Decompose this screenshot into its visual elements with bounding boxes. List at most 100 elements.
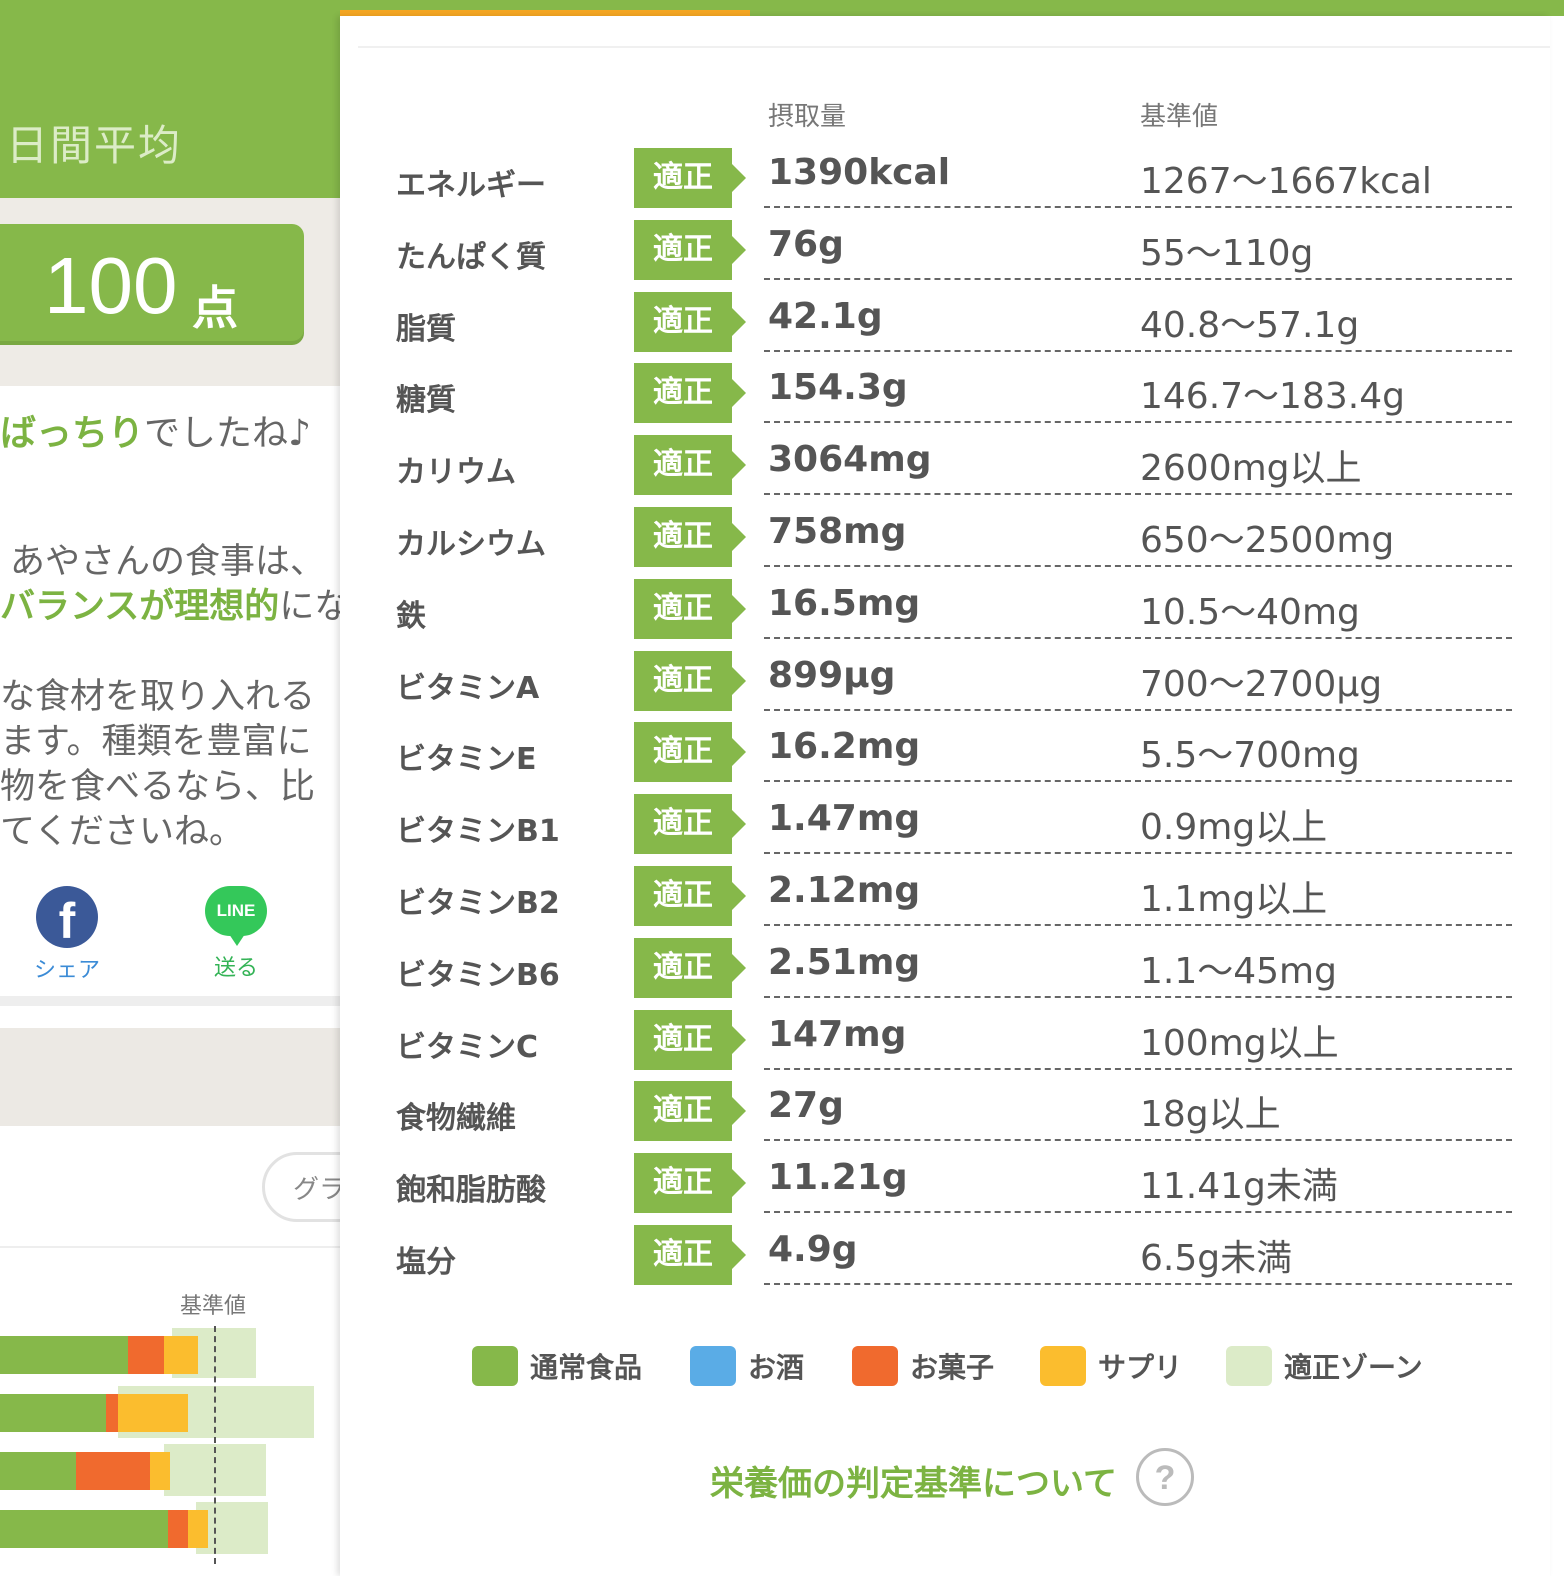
status-badge: 適正 xyxy=(634,722,746,783)
nutrient-name: ビタミンB6 xyxy=(396,957,560,993)
status-badge: 適正 xyxy=(634,219,746,280)
row-divider xyxy=(764,995,1512,998)
standard-line xyxy=(214,1326,216,1564)
status-badge: 適正 xyxy=(634,650,746,711)
section-divider xyxy=(0,996,345,1006)
standard-value: 18g以上 xyxy=(1140,1094,1281,1136)
facebook-share-label: シェア xyxy=(34,958,101,983)
advice-line-5: 物を食べるなら、比 xyxy=(0,767,316,807)
status-badge: 適正 xyxy=(634,1225,746,1285)
intake-value: 2.51mg xyxy=(768,941,921,983)
advice-highlight: バランスが理想的 xyxy=(0,587,280,627)
food-bar xyxy=(0,1510,168,1548)
sweets-bar xyxy=(128,1336,164,1374)
graph-toggle-button[interactable]: グラ xyxy=(262,1152,345,1222)
intake-value: 16.2mg xyxy=(768,726,921,768)
criteria-link[interactable]: 栄養価の判定基準について xyxy=(710,1464,1117,1504)
score-box xyxy=(0,224,304,341)
row-divider xyxy=(764,565,1512,567)
legend-swatch xyxy=(472,1346,518,1386)
status-badge: 適正 xyxy=(634,435,746,496)
intake-value: 1.47mg xyxy=(768,798,921,840)
status-badge: 適正 xyxy=(634,1153,746,1214)
standard-value: 146.7〜183.4g xyxy=(1140,376,1405,418)
intake-value: 16.5mg xyxy=(768,582,921,624)
standard-value: 6.5g未満 xyxy=(1140,1238,1293,1279)
card-top-bar xyxy=(340,0,1564,16)
row-divider xyxy=(764,1067,1512,1070)
row-divider xyxy=(764,493,1512,496)
legend-swatch xyxy=(852,1346,898,1386)
legend-swatch xyxy=(1040,1346,1086,1386)
row-divider xyxy=(764,277,1512,280)
legend-swatch xyxy=(1226,1346,1272,1386)
intake-column-header: 摂取量 xyxy=(768,102,847,132)
score-value: 100 xyxy=(44,241,178,330)
nutrient-name: たんぱく質 xyxy=(396,239,546,275)
intake-value: 2.12mg xyxy=(768,870,921,911)
legend-item: 通常食品 xyxy=(472,1346,642,1386)
advice-spacer xyxy=(0,630,345,675)
row-divider xyxy=(764,1283,1512,1285)
legend-item: 適正ゾーン xyxy=(1226,1346,1423,1386)
intake-value: 27g xyxy=(768,1085,844,1127)
facebook-share-button[interactable]: f シェア xyxy=(34,886,100,984)
nutrient-name: 脂質 xyxy=(396,311,456,347)
facebook-icon: f xyxy=(36,886,98,948)
nutrient-name: ビタミンB1 xyxy=(396,814,560,850)
line-share-button[interactable]: LINE 送る xyxy=(205,886,267,982)
row-divider xyxy=(764,349,1512,352)
row-divider xyxy=(764,780,1512,783)
nutrient-name: 糖質 xyxy=(396,383,456,419)
standard-value: 1.1〜45mg xyxy=(1140,950,1337,992)
food-bar xyxy=(0,1394,106,1432)
row-divider xyxy=(764,1139,1512,1142)
row-divider xyxy=(764,636,1512,639)
nutrient-name: ビタミンE xyxy=(396,742,537,778)
intake-value: 42.1g xyxy=(768,295,883,337)
period-header: 日間平均 xyxy=(0,0,345,198)
advice-line-3: な食材を取り入れる xyxy=(0,677,316,717)
supplement-bar xyxy=(188,1510,208,1548)
nutrient-name: ビタミンB2 xyxy=(396,886,560,921)
nutrition-card xyxy=(340,16,1550,1576)
intake-value: 758mg xyxy=(768,511,907,552)
intake-value: 3064mg xyxy=(768,439,932,481)
nutrient-name: エネルギー xyxy=(396,168,546,203)
status-badge: 適正 xyxy=(634,1009,746,1070)
score-message-highlight: ばっちり xyxy=(0,413,145,454)
standard-value: 55〜110g xyxy=(1140,232,1314,274)
standard-value: 40.8〜57.1g xyxy=(1140,304,1360,346)
standard-value: 700〜2700μg xyxy=(1140,663,1383,705)
legend-label: お酒 xyxy=(748,1351,805,1384)
supplement-bar xyxy=(150,1452,170,1490)
legend-label: 通常食品 xyxy=(530,1351,643,1384)
row-divider xyxy=(764,852,1512,855)
status-badge: 適正 xyxy=(634,866,746,926)
advice-text: あやさんの食事は、 バランスが理想的にな な食材を取り入れる ます。種類を豊富に… xyxy=(0,540,345,855)
legend-label: サプリ xyxy=(1098,1351,1183,1384)
intake-value: 11.21g xyxy=(768,1157,908,1199)
advice-line-2-rest: にな xyxy=(279,587,345,627)
row-divider xyxy=(764,206,1512,208)
nutrient-name: 塩分 xyxy=(396,1245,456,1280)
nutrient-name: 食物繊維 xyxy=(396,1101,516,1137)
advice-line-2: バランスが理想的にな xyxy=(0,585,345,630)
standard-value: 650〜2500mg xyxy=(1140,520,1395,561)
advice-line-4: ます。種類を豊富に xyxy=(0,722,312,762)
intake-value: 4.9g xyxy=(768,1229,858,1270)
status-badge: 適正 xyxy=(634,1081,746,1142)
legend-swatch xyxy=(690,1346,736,1386)
row-divider xyxy=(764,708,1512,711)
intake-value: 76g xyxy=(768,223,844,265)
nutrient-name: ビタミンA xyxy=(396,670,540,706)
help-icon[interactable]: ? xyxy=(1136,1448,1194,1506)
card-inner-divider xyxy=(358,46,1550,48)
legend-label: お菓子 xyxy=(910,1351,995,1384)
row-divider xyxy=(764,924,1512,926)
score-message-rest: でしたね♪ xyxy=(144,413,311,454)
standard-value: 100mg以上 xyxy=(1140,1022,1339,1064)
standard-value: 0.9mg以上 xyxy=(1140,807,1328,849)
nutrient-name: 鉄 xyxy=(396,598,426,634)
status-badge: 適正 xyxy=(634,794,746,855)
